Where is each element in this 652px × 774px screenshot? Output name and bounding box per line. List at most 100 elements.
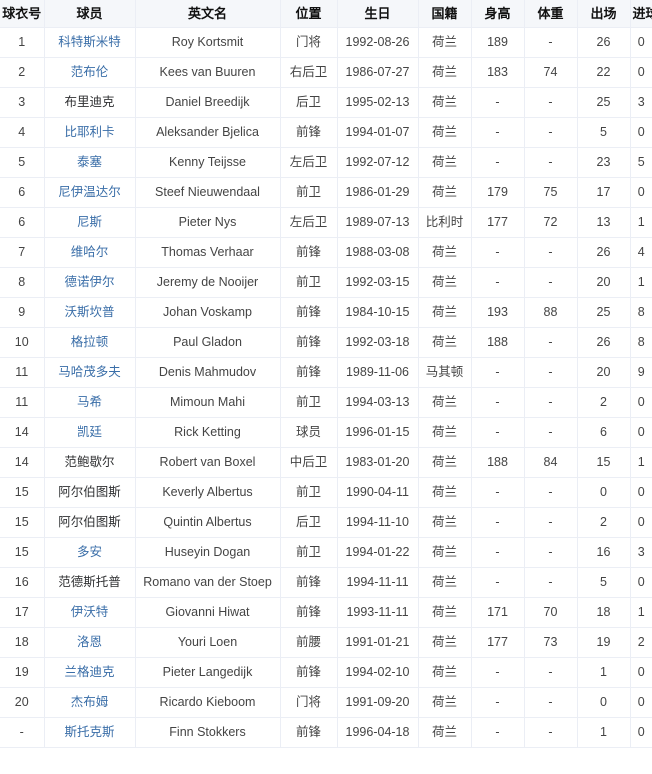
cell-name[interactable]: 杰布姆 [44,687,136,718]
cell-position: 前卫 [280,387,338,418]
column-header-height[interactable]: 身高 [471,0,525,28]
cell-name[interactable]: 马希 [44,387,136,418]
cell-birthday: 1986-01-29 [337,177,419,208]
player-name-link[interactable]: 杰布姆 [70,695,109,709]
cell-nation: 荷兰 [418,447,472,478]
player-name-link[interactable]: 斯托克斯 [64,725,115,739]
cell-name[interactable]: 尼斯 [44,207,136,238]
cell-number: 15 [0,507,45,538]
player-name-link[interactable]: 多安 [76,545,102,559]
cell-apps: 16 [577,537,631,568]
cell-name[interactable]: 科特斯米特 [44,27,136,58]
cell-nation: 荷兰 [418,177,472,208]
player-name-link[interactable]: 比耶利卡 [64,125,115,139]
cell-name[interactable]: 尼伊温达尔 [44,177,136,208]
cell-number: 11 [0,357,45,388]
cell-weight: 74 [524,57,578,88]
player-name-link[interactable]: 维哈尔 [70,245,109,259]
cell-apps: 5 [577,117,631,148]
cell-height: - [471,87,525,118]
cell-en_name: Jeremy de Nooijer [135,267,281,298]
cell-nation: 荷兰 [418,147,472,178]
cell-apps: 19 [577,627,631,658]
table-row: 5 泰塞 Kenny Teijsse 左后卫 1992-07-12 荷兰 - -23 5 [0,147,652,178]
cell-height: - [471,657,525,688]
cell-birthday: 1994-01-22 [337,537,419,568]
cell-name[interactable]: 沃斯坎普 [44,297,136,328]
table-row: 7 维哈尔 Thomas Verhaar 前锋 1988-03-08 荷兰 - -26 4 [0,237,652,268]
player-name-link[interactable]: 德诺伊尔 [64,275,115,289]
cell-name[interactable]: 比耶利卡 [44,117,136,148]
player-name-link[interactable]: 范布伦 [70,65,109,79]
cell-goals: 0 [630,417,652,448]
cell-name[interactable]: 马哈茂多夫 [44,357,136,388]
player-name-link[interactable]: 伊沃特 [70,605,109,619]
cell-birthday: 1994-11-10 [337,507,419,538]
column-header-position[interactable]: 位置 [280,0,338,28]
column-header-birthday[interactable]: 生日 [337,0,419,28]
player-name-link[interactable]: 马哈茂多夫 [58,365,121,379]
cell-name[interactable]: 格拉顿 [44,327,136,358]
player-name-link[interactable]: 洛恩 [76,635,102,649]
cell-height: - [471,117,525,148]
cell-position: 左后卫 [280,207,338,238]
player-name-link[interactable]: 科特斯米特 [58,35,121,49]
cell-apps: 17 [577,177,631,208]
cell-position: 前锋 [280,717,338,748]
column-header-name[interactable]: 球员 [44,0,136,28]
cell-birthday: 1996-04-18 [337,717,419,748]
cell-birthday: 1993-11-11 [337,597,419,628]
cell-birthday: 1992-08-26 [337,27,419,58]
cell-apps: 5 [577,567,631,598]
cell-name[interactable]: 凯廷 [44,417,136,448]
cell-apps: 0 [577,687,631,718]
cell-goals: 0 [630,57,652,88]
cell-goals: 9 [630,357,652,388]
player-name-link[interactable]: 凯廷 [76,425,102,439]
cell-name[interactable]: 伊沃特 [44,597,136,628]
table-body: 1 科特斯米特 Roy Kortsmit 门将 1992-08-26 荷兰 189-26 0 2… [0,27,652,748]
cell-name[interactable]: 斯托克斯 [44,717,136,748]
cell-weight: 75 [524,177,578,208]
column-header-number[interactable]: 球衣号 [0,0,45,28]
cell-name[interactable]: 多安 [44,537,136,568]
cell-name: 范鲍歇尔 [44,447,136,478]
player-name-link[interactable]: 泰塞 [76,155,102,169]
cell-number: 15 [0,477,45,508]
table-header-row: 球衣号球员英文名位置生日国籍身高体重出场进球 [0,0,652,28]
column-header-nation[interactable]: 国籍 [418,0,472,28]
cell-en_name: Roy Kortsmit [135,27,281,58]
cell-name[interactable]: 范布伦 [44,57,136,88]
column-header-weight[interactable]: 体重 [524,0,578,28]
player-name-link[interactable]: 马希 [76,395,102,409]
player-name-link[interactable]: 尼斯 [76,215,102,229]
column-header-goals[interactable]: 进球 [630,0,652,28]
cell-nation: 荷兰 [418,237,472,268]
table-row: 15 多安 Huseyin Dogan 前卫 1994-01-22 荷兰 - -16 3 [0,537,652,568]
cell-nation: 荷兰 [418,597,472,628]
cell-name[interactable]: 维哈尔 [44,237,136,268]
cell-name[interactable]: 洛恩 [44,627,136,658]
player-name-text: 阿尔伯图斯 [58,485,121,499]
player-name-link[interactable]: 尼伊温达尔 [58,185,121,199]
cell-nation: 荷兰 [418,657,472,688]
table-row: 18 洛恩 Youri Loen 前腰 1991-01-21 荷兰 177 73 19 2 [0,627,652,658]
cell-weight: - [524,567,578,598]
cell-number: 10 [0,327,45,358]
cell-name[interactable]: 泰塞 [44,147,136,178]
cell-height: - [471,687,525,718]
cell-nation: 马其顿 [418,357,472,388]
table-row: 10 格拉顿 Paul Gladon 前锋 1992-03-18 荷兰 188-26 8 [0,327,652,358]
cell-birthday: 1990-04-11 [337,477,419,508]
cell-number: 16 [0,567,45,598]
column-header-en_name[interactable]: 英文名 [135,0,281,28]
player-name-link[interactable]: 兰格迪克 [64,665,115,679]
player-name-link[interactable]: 沃斯坎普 [64,305,115,319]
cell-number: 9 [0,297,45,328]
player-name-link[interactable]: 格拉顿 [70,335,109,349]
cell-height: - [471,417,525,448]
column-header-apps[interactable]: 出场 [577,0,631,28]
cell-name[interactable]: 德诺伊尔 [44,267,136,298]
cell-en_name: Pieter Langedijk [135,657,281,688]
cell-name[interactable]: 兰格迪克 [44,657,136,688]
